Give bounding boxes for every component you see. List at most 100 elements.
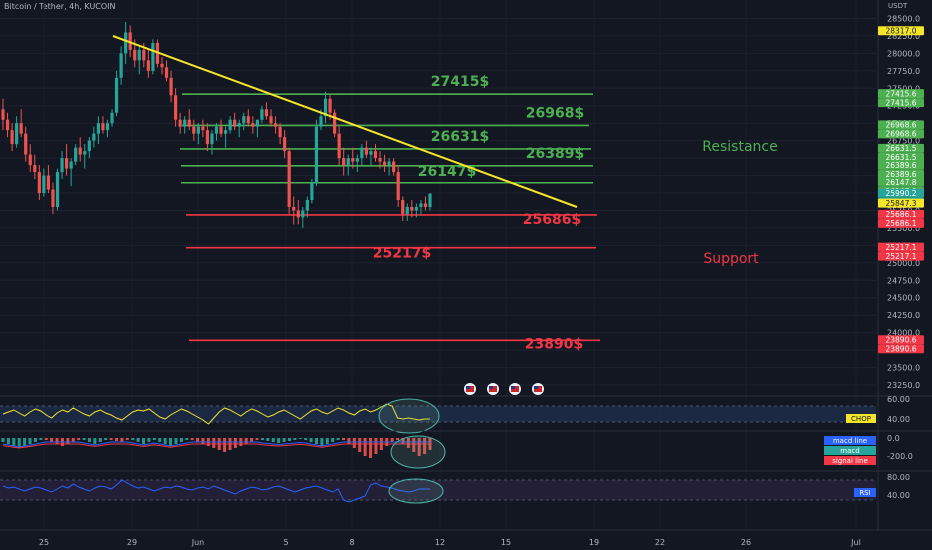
macd-histogram-bar — [23, 438, 27, 446]
macd-histogram-bar — [293, 438, 297, 440]
candle — [192, 126, 196, 134]
candle — [33, 165, 37, 173]
price-badge: 25217.1 — [878, 251, 924, 261]
event-flag-icon[interactable] — [487, 383, 499, 395]
candle — [24, 133, 28, 155]
macd-histogram-bar — [50, 438, 54, 442]
chop-legend-badge — [846, 414, 876, 423]
macd-histogram-bar — [12, 438, 16, 446]
time-tick-label: Jul — [850, 538, 861, 547]
macd-histogram-bar — [28, 438, 32, 444]
candle — [387, 161, 391, 166]
candle — [196, 126, 200, 134]
trend-line[interactable] — [112, 35, 578, 208]
event-flag-icon[interactable] — [464, 383, 476, 395]
candle — [74, 147, 78, 162]
chop-highlight — [378, 398, 440, 434]
flag-canton — [511, 386, 515, 389]
candle — [333, 112, 337, 134]
candle — [414, 206, 418, 211]
price-badge-text: 25847.3 — [885, 199, 916, 208]
candle — [101, 123, 105, 131]
price-badge-bg — [878, 335, 924, 345]
event-flag-icon[interactable] — [509, 383, 521, 395]
macd-highlight — [390, 435, 446, 469]
price-badge-bg — [878, 98, 924, 108]
macd-histogram-bar — [1, 438, 5, 442]
macd-histogram-bar — [17, 438, 21, 448]
candle — [164, 67, 169, 78]
candle — [351, 158, 355, 162]
candle — [301, 210, 305, 218]
price-tick-label: 27500.0 — [887, 84, 920, 93]
macd-tick: -200.0 — [887, 452, 913, 461]
price-tick-label: 28500.0 — [887, 14, 920, 23]
candle — [142, 49, 146, 61]
macd-histogram-bar — [320, 438, 324, 446]
price-badge: 25686.1 — [878, 218, 924, 228]
candle — [233, 119, 237, 127]
candle — [328, 98, 332, 113]
time-tick-label: 26 — [741, 538, 751, 547]
candle — [10, 130, 14, 145]
macd-histogram-bar — [98, 438, 102, 442]
macd-histogram-bar — [277, 438, 281, 443]
candle — [210, 133, 214, 145]
rsi-highlight — [388, 478, 444, 504]
candle — [64, 158, 69, 169]
macd-legend-badge — [824, 456, 876, 465]
chop-tick: 60.00 — [887, 395, 910, 404]
macd-histogram-bar — [131, 438, 135, 440]
time-tick-label: 5 — [283, 538, 288, 547]
candle — [160, 63, 164, 68]
candle — [237, 123, 241, 127]
price-tick-label: 27750.0 — [887, 67, 920, 76]
price-badge: 26147.8 — [878, 177, 924, 187]
price-badge: 26389.6 — [878, 169, 924, 179]
candle — [87, 140, 91, 152]
candle — [410, 206, 414, 211]
macd-histogram-bar — [336, 438, 340, 440]
candle — [124, 32, 128, 54]
price-tick-label: 28000.0 — [887, 49, 920, 58]
macd-histogram-bar — [33, 438, 37, 442]
level-label: 26147$ — [418, 164, 476, 180]
candle — [110, 112, 114, 124]
price-badge-bg — [878, 160, 924, 170]
zone-label: Resistance — [702, 139, 777, 155]
candle — [419, 203, 423, 207]
rsi-tick: 80.00 — [887, 473, 910, 482]
price-badge-text: 27415.6 — [885, 98, 916, 107]
candle — [342, 158, 346, 166]
candle — [119, 53, 123, 78]
time-tick-label: 12 — [435, 538, 445, 547]
candle — [5, 119, 10, 131]
macd-histogram-bar — [169, 438, 173, 446]
candle — [128, 32, 132, 50]
event-flag-icon[interactable] — [532, 383, 544, 395]
price-badge: 25217.1 — [878, 242, 924, 252]
price-tick-label: 26750.0 — [887, 137, 920, 146]
chop-band — [0, 406, 876, 422]
candle — [346, 158, 350, 166]
macd-histogram-bar — [212, 438, 216, 448]
candle — [260, 109, 264, 120]
level-label: 26389$ — [526, 146, 584, 162]
candle — [369, 151, 373, 155]
candle — [55, 172, 60, 207]
price-tick-label: 25000.0 — [887, 259, 920, 268]
candle — [15, 123, 19, 145]
price-badge-text: 26968.6 — [885, 121, 916, 130]
macd-histogram-bar — [342, 438, 346, 440]
macd-histogram-bar — [417, 438, 421, 456]
price-tick-label: 23250.0 — [887, 381, 920, 390]
price-badge-bg — [878, 198, 924, 208]
candle — [46, 175, 51, 190]
candle — [423, 203, 428, 207]
price-tick-label: 24000.0 — [887, 329, 920, 338]
macd-histogram-bar — [255, 438, 259, 440]
macd-histogram-bar — [396, 438, 400, 440]
zone-label: Support — [703, 251, 759, 267]
candle — [305, 200, 309, 211]
